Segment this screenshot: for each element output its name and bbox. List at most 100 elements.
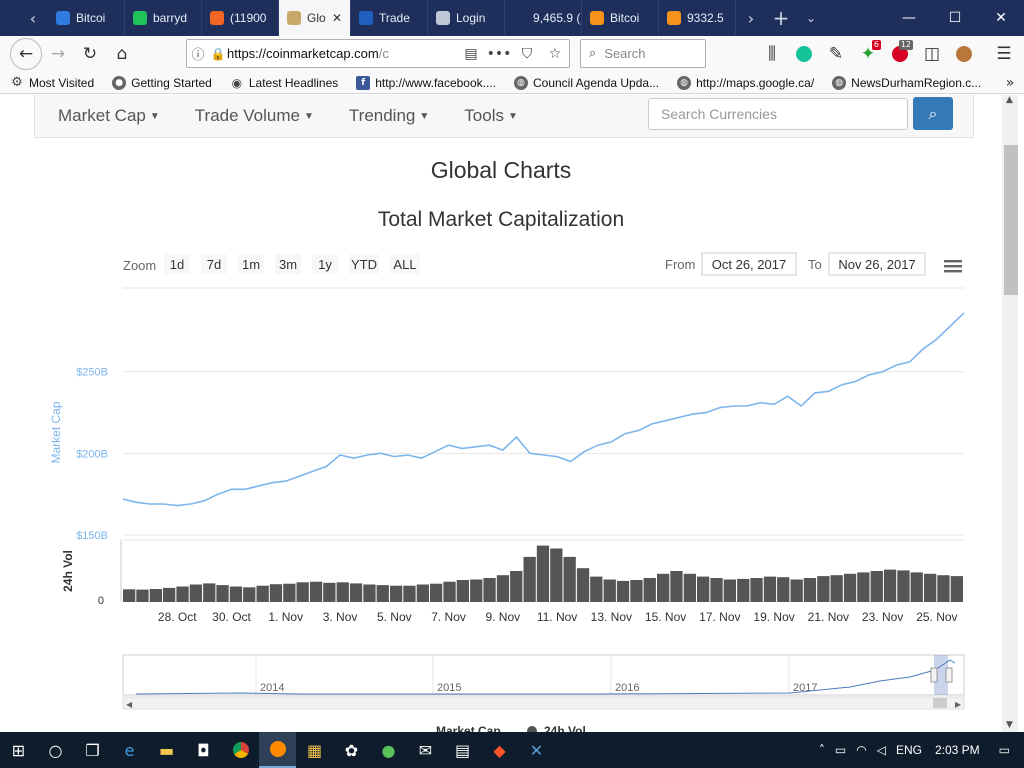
tab-6[interactable]: 9,465.9 (BT: [505, 0, 582, 36]
from-date-value[interactable]: Oct 26, 2017: [712, 257, 786, 272]
navigator-handle-left[interactable]: [930, 667, 938, 683]
from-date-input[interactable]: [701, 252, 797, 276]
legend-volume[interactable]: 24h Vol: [544, 724, 586, 732]
brave-icon[interactable]: ◆: [493, 740, 506, 760]
scroll-down-icon[interactable]: ▼: [1006, 720, 1013, 730]
paint-icon[interactable]: ✿: [344, 740, 359, 760]
zoom-button-ALL[interactable]: [390, 254, 420, 274]
bookmark-item[interactable]: ◍ Council Agenda Upda...: [504, 75, 667, 90]
pocket-icon[interactable]: ⛉: [521, 45, 533, 62]
navigator-handle-right[interactable]: [945, 667, 953, 683]
forward-arrow-icon[interactable]: →: [50, 44, 66, 64]
calculator-grid-icon[interactable]: ▦: [306, 740, 323, 760]
search-button[interactable]: ⌕: [913, 97, 953, 130]
bookmark-item[interactable]: ◍ NewsDurhamRegion.c...: [822, 75, 989, 90]
zoom-button-label[interactable]: 7d: [207, 257, 221, 272]
tab-scroll-right-icon[interactable]: ›: [747, 8, 755, 28]
url-bar[interactable]: ⓘ 🔒 https://coinmarketcap.com/c ▤ ••• ⛉ …: [186, 39, 570, 68]
bookmarks-overflow-icon[interactable]: »: [1005, 74, 1015, 91]
zoom-button-1m[interactable]: [238, 254, 264, 274]
legend-market-cap[interactable]: Market Cap: [436, 724, 501, 732]
home-icon[interactable]: ⌂: [116, 44, 128, 64]
navigator-scroll-thumb[interactable]: [933, 698, 947, 708]
tab-7[interactable]: Bitcoi: [582, 0, 659, 36]
edge-icon[interactable]: e: [124, 740, 135, 760]
scroll-right-arrow-icon[interactable]: ▶: [955, 700, 962, 709]
firefox-icon[interactable]: [259, 732, 296, 768]
zoom-button-7d[interactable]: [201, 254, 227, 274]
site-nav-item[interactable]: Trending ▼: [326, 106, 441, 126]
reload-icon[interactable]: ↻: [82, 44, 98, 64]
zoom-button-1d[interactable]: [164, 254, 190, 274]
sidebar-icon[interactable]: ◫: [923, 44, 941, 64]
monkey-icon[interactable]: [948, 38, 980, 70]
language-indicator[interactable]: ENG: [895, 743, 922, 757]
zoom-button-YTD[interactable]: [349, 254, 379, 274]
battery-icon[interactable]: ▭: [834, 743, 847, 757]
url-text[interactable]: https://coinmarketcap.com/c: [227, 46, 389, 61]
bookmark-item[interactable]: ◍ http://maps.google.ca/: [667, 75, 822, 90]
volume-icon[interactable]: ◁: [876, 743, 886, 757]
browser-search-box[interactable]: ⌕ Search: [580, 39, 706, 68]
bookmark-item[interactable]: ⚙ Most Visited: [0, 75, 102, 90]
mail-icon[interactable]: ✉: [418, 740, 433, 760]
zoom-button-3m[interactable]: [275, 254, 301, 274]
page-scroll-thumb[interactable]: [1004, 145, 1018, 295]
chart-menu-icon[interactable]: [944, 270, 962, 273]
task-view-icon[interactable]: ❐: [85, 740, 100, 760]
tab-2[interactable]: (11900: [202, 0, 279, 36]
bookmark-item[interactable]: ◉ Latest Headlines: [220, 76, 346, 90]
globe-app-icon[interactable]: ●: [381, 740, 396, 760]
tab-scroll-left-icon[interactable]: ‹: [29, 8, 37, 28]
currency-search-input[interactable]: Search Currencies: [648, 98, 908, 130]
chart-menu-icon[interactable]: [944, 260, 962, 263]
chrome-icon[interactable]: [222, 732, 259, 768]
navigator-selection[interactable]: [934, 655, 948, 695]
app-x-icon[interactable]: ✕: [529, 740, 544, 760]
eyedropper-icon[interactable]: ✎: [828, 44, 844, 64]
zoom-button-label[interactable]: YTD: [351, 257, 377, 272]
reader-view-icon[interactable]: ▤: [464, 45, 478, 62]
bookmark-star-icon[interactable]: ☆: [548, 45, 562, 62]
page-scrollbar[interactable]: ▲ ▼: [1002, 95, 1018, 732]
zoom-button-label[interactable]: 1d: [170, 257, 184, 272]
scroll-left-arrow-icon[interactable]: ◀: [126, 700, 133, 709]
hamburger-menu-icon[interactable]: ☰: [996, 44, 1012, 64]
zoom-button-label[interactable]: ALL: [393, 257, 416, 272]
tab-8[interactable]: 9332.5: [659, 0, 736, 36]
zoom-button-label[interactable]: 3m: [279, 257, 297, 272]
chart-menu-icon[interactable]: [944, 265, 962, 268]
store-icon[interactable]: ◘: [197, 740, 210, 760]
site-nav-item[interactable]: Trade Volume ▼: [172, 106, 326, 126]
cortana-circle-icon[interactable]: ○: [48, 740, 63, 760]
calculator-icon[interactable]: ▤: [454, 740, 471, 760]
wifi-icon[interactable]: ◠: [856, 743, 867, 757]
tab-5[interactable]: Login: [428, 0, 505, 36]
extension-puzzle-icon[interactable]: ✦ 6: [860, 40, 881, 64]
grammarly-icon[interactable]: [788, 38, 820, 70]
tab-3[interactable]: Glo ✕: [279, 0, 351, 36]
site-info-icon[interactable]: ⓘ: [191, 47, 205, 62]
tray-chevron-icon[interactable]: ˄: [818, 743, 825, 757]
page-actions-icon[interactable]: •••: [486, 45, 512, 62]
maximize-icon[interactable]: ☐: [948, 10, 962, 26]
back-arrow-icon[interactable]: ←: [10, 38, 42, 70]
zoom-button-label[interactable]: 1y: [318, 257, 332, 272]
new-tab-icon[interactable]: +: [772, 6, 790, 30]
file-explorer-icon[interactable]: ▬: [158, 740, 175, 760]
bookmark-item[interactable]: f http://www.facebook....: [346, 75, 504, 90]
tab-0[interactable]: Bitcoi: [48, 0, 125, 36]
navigator-scrollbar[interactable]: [122, 696, 965, 710]
scroll-up-icon[interactable]: ▲: [1006, 95, 1013, 105]
tab-1[interactable]: barryd: [125, 0, 202, 36]
library-icon[interactable]: ⫼: [768, 44, 776, 64]
to-date-input[interactable]: [828, 252, 926, 276]
clock[interactable]: 2:03 PM: [934, 743, 980, 757]
tab-4[interactable]: Trade: [351, 0, 428, 36]
minimize-icon[interactable]: —: [902, 10, 916, 26]
windows-start-icon[interactable]: ⊞: [11, 740, 26, 760]
zoom-button-1y[interactable]: [312, 254, 338, 274]
notifications-icon[interactable]: ▭: [998, 743, 1010, 757]
zoom-button-label[interactable]: 1m: [242, 257, 260, 272]
to-date-value[interactable]: Nov 26, 2017: [838, 257, 915, 272]
